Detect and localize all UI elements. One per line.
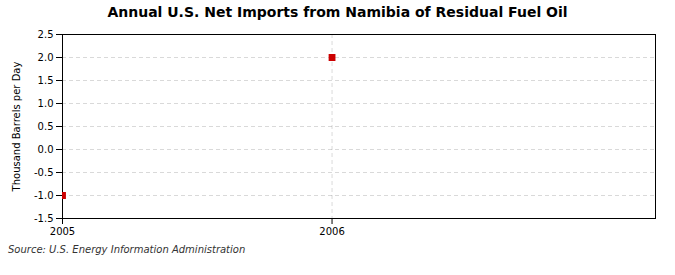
svg-text:0.5: 0.5 (38, 121, 54, 132)
html-text:Annual U.S. Net Imports from N: Annual U.S. Net Imports from Namibia of … (107, 4, 568, 20)
svg-text:-0.5: -0.5 (34, 167, 54, 178)
svg-text:-1.0: -1.0 (34, 190, 54, 201)
svg-text:1.5: 1.5 (38, 75, 54, 86)
svg-text:0.0: 0.0 (38, 144, 54, 155)
svg-text:2005: 2005 (50, 226, 75, 237)
html-text:Source: U.S. Energy Informatio: Source: U.S. Energy Information Administ… (8, 244, 246, 255)
svg-text:1.0: 1.0 (38, 98, 54, 109)
svg-text:-1.5: -1.5 (34, 213, 54, 224)
svg-text:2.5: 2.5 (38, 29, 54, 40)
svg-text:2006: 2006 (319, 226, 344, 237)
svg-text:Thousand Barrels per Day: Thousand Barrels per Day (11, 62, 22, 193)
svg-text:2.0: 2.0 (38, 52, 54, 63)
